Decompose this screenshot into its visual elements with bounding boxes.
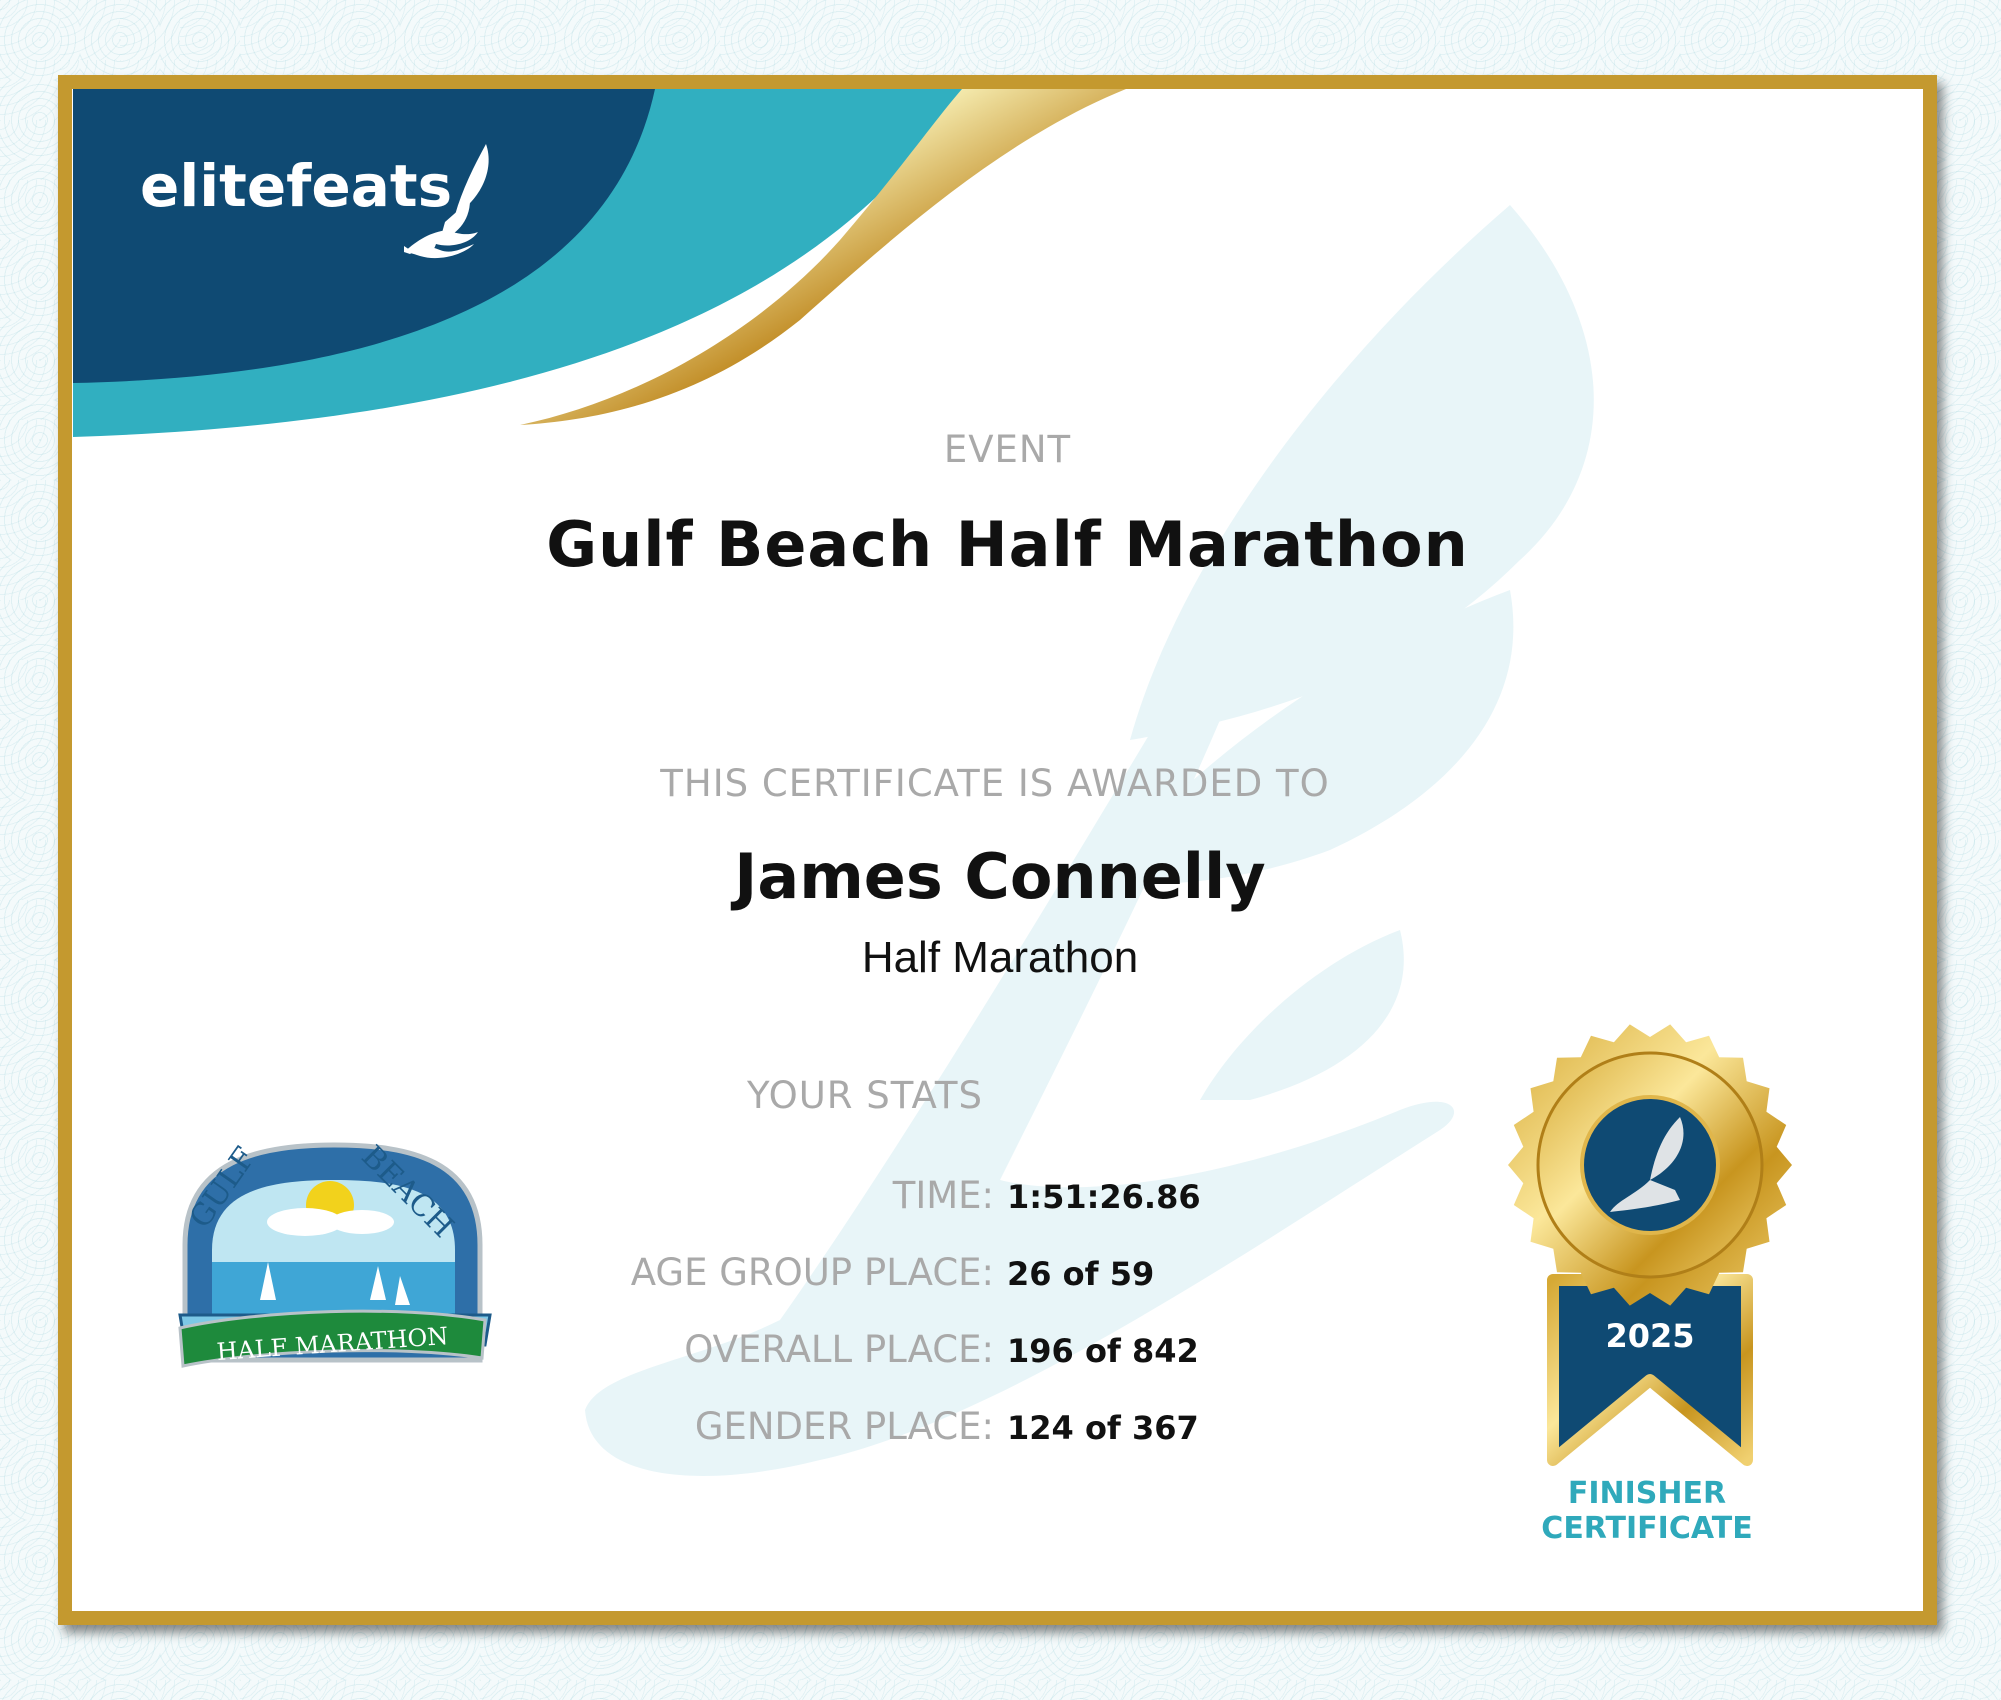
header-gold-ribbon: [520, 89, 1126, 425]
elitefeats-logo: elitefeats: [140, 152, 453, 220]
stat-row-time: TIME: 1:51:26.86: [0, 1174, 2001, 1224]
watermark-winged-foot-icon: [585, 205, 1594, 1476]
stat-key: GENDER PLACE:: [694, 1405, 994, 1448]
stat-key: AGE GROUP PLACE:: [630, 1251, 994, 1294]
stats-label: YOUR STATS: [747, 1074, 983, 1117]
stat-key: TIME:: [892, 1174, 994, 1217]
stat-row-overall-place: OVERALL PLACE: 196 of 842: [0, 1328, 2001, 1378]
elitefeats-winged-foot-icon: [404, 144, 489, 259]
recipient-name: James Connelly: [734, 840, 1266, 913]
race-distance: Half Marathon: [861, 933, 1139, 982]
badge-winged-foot-icon: [1610, 1117, 1684, 1212]
event-label: EVENT: [943, 428, 1072, 471]
header-navy-band: [73, 89, 655, 383]
badge-year: 2025: [1605, 1317, 1694, 1355]
stat-key: OVERALL PLACE:: [684, 1328, 994, 1371]
stat-row-gender-place: GENDER PLACE: 124 of 367: [0, 1405, 2001, 1455]
badge-line-2: CERTIFICATE: [1541, 1511, 1753, 1546]
stat-value: 1:51:26.86: [1007, 1178, 1201, 1216]
stat-value: 26 of 59: [1007, 1255, 1155, 1293]
badge-line-1: FINISHER: [1567, 1476, 1727, 1511]
awarded-to-label: THIS CERTIFICATE IS AWARDED TO: [660, 762, 1330, 805]
stat-value: 124 of 367: [1007, 1409, 1199, 1447]
stat-value: 196 of 842: [1007, 1332, 1199, 1370]
stat-row-age-group-place: AGE GROUP PLACE: 26 of 59: [0, 1251, 2001, 1301]
finisher-medal: 2025: [1508, 1024, 1792, 1466]
event-title: Gulf Beach Half Marathon: [546, 508, 1469, 581]
